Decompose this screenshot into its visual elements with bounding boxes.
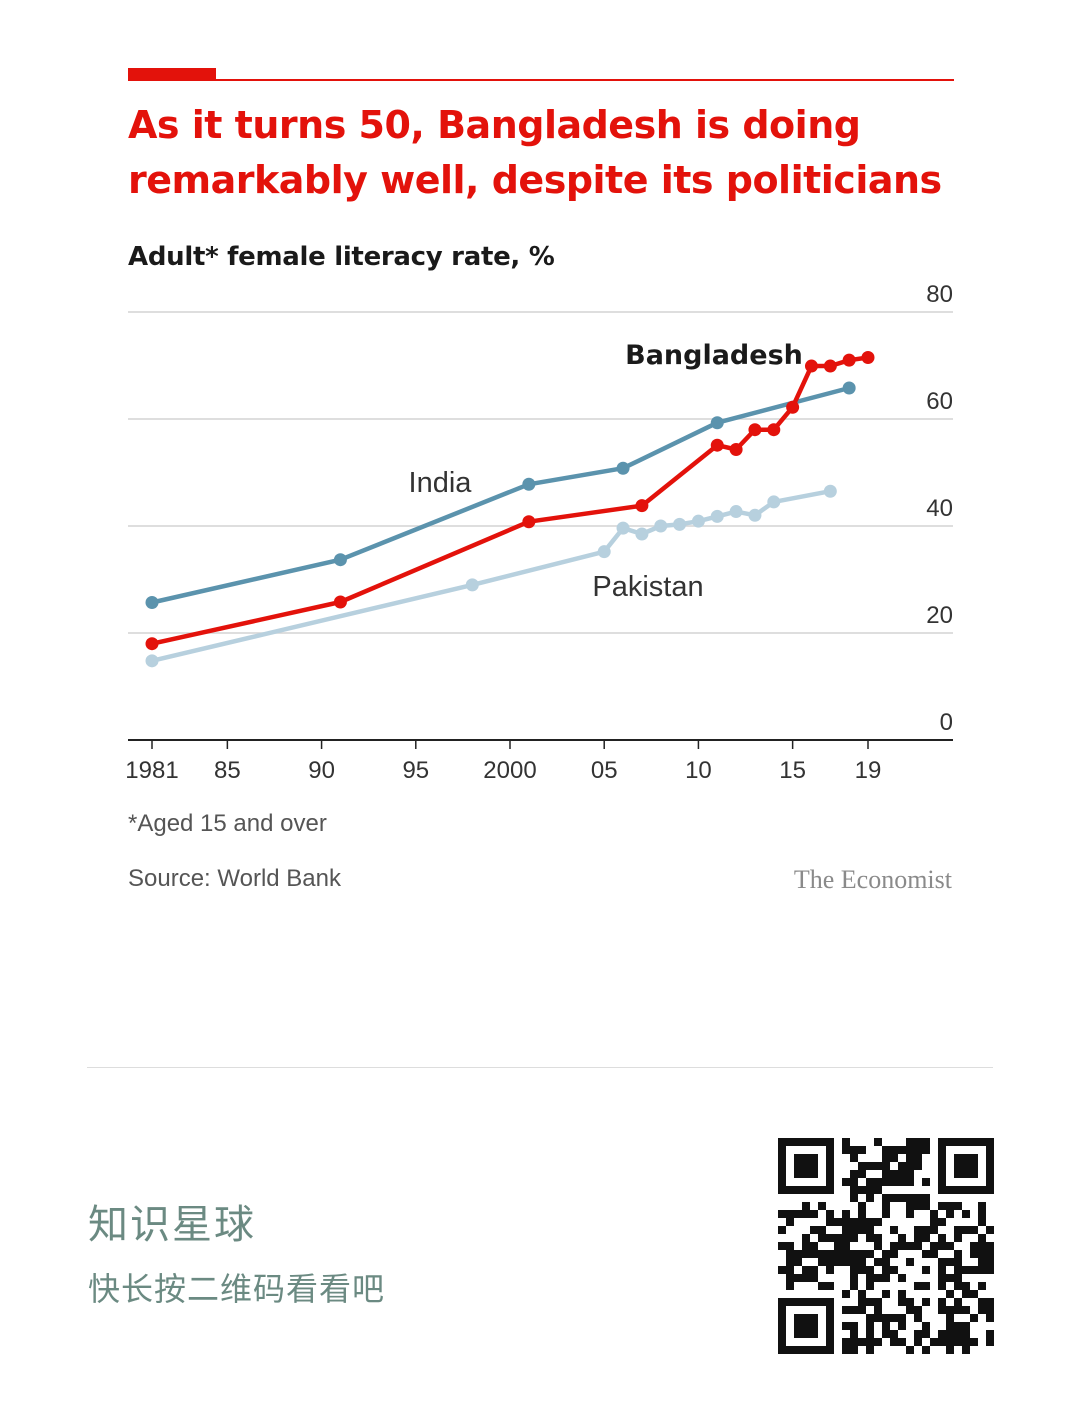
x-tick-label: 1981 (125, 757, 178, 784)
pakistan-data-point (654, 519, 668, 533)
x-tick-label: 2000 (483, 757, 536, 784)
y-tick-label: 60 (926, 388, 953, 415)
pakistan-data-point (823, 484, 837, 498)
bangladesh-data-point (333, 595, 347, 609)
y-tick-label: 80 (926, 281, 953, 308)
pakistan-data-point (729, 505, 743, 519)
india-data-point (616, 461, 630, 475)
bangladesh-data-point (786, 400, 800, 414)
bangladesh-data-point (635, 499, 649, 513)
pakistan-data-point (767, 495, 781, 509)
bangladesh-data-point (145, 637, 159, 651)
y-tick-label: 40 (926, 495, 953, 522)
x-tick-label: 05 (591, 757, 618, 784)
pakistan-data-point (465, 578, 479, 592)
pakistan-data-point (145, 654, 159, 668)
pakistan-series-label: Pakistan (592, 571, 703, 603)
publisher-logo: The Economist (793, 865, 952, 894)
series-lines (149, 355, 871, 664)
series-labels: India Pakistan Bangladesh (409, 340, 803, 603)
bangladesh-data-point (748, 423, 762, 437)
source-note: Source: World Bank (128, 865, 341, 892)
series-points (145, 350, 875, 668)
x-axis: 1981 85 90 95 2000 05 10 15 19 (125, 739, 953, 784)
pakistan-data-point (691, 514, 705, 528)
bangladesh-data-point (804, 359, 818, 373)
pakistan-data-point (710, 509, 724, 523)
pakistan-data-point (597, 545, 611, 559)
bangladesh-line (149, 355, 871, 646)
x-tick-label: 10 (685, 757, 712, 784)
bangladesh-data-point (522, 515, 536, 529)
pakistan-data-point (673, 517, 687, 531)
bangladesh-data-point (842, 353, 856, 367)
bangladesh-data-point (729, 442, 743, 456)
india-data-point (710, 416, 724, 430)
y-tick-label: 0 (940, 709, 953, 736)
india-data-point (145, 596, 159, 610)
x-tick-label: 85 (214, 757, 241, 784)
x-tick-label: 19 (855, 757, 882, 784)
y-tick-label: 20 (926, 602, 953, 629)
chart-title: As it turns 50, Bangladesh is doing remar… (128, 103, 942, 202)
x-tick-label: 95 (402, 757, 429, 784)
india-data-point (522, 477, 536, 491)
india-data-point (842, 381, 856, 395)
y-axis-ticks: 0 20 40 60 80 (926, 281, 953, 736)
section-divider (87, 1067, 993, 1068)
pakistan-line (149, 488, 833, 664)
india-series-label: India (409, 467, 473, 499)
brand-accent-bar (128, 68, 216, 80)
qr-code-icon[interactable] (778, 1138, 994, 1354)
promo-subtitle: 快长按二维码看看吧 (88, 1270, 386, 1308)
header-rule (128, 79, 954, 81)
pakistan-data-point (748, 508, 762, 522)
bangladesh-series-label: Bangladesh (625, 340, 803, 371)
bangladesh-data-point (710, 438, 724, 452)
india-line (149, 385, 852, 605)
pakistan-data-point (616, 521, 630, 535)
x-tick-label: 90 (308, 757, 335, 784)
promo-title: 知识星球 (88, 1202, 256, 1248)
x-tick-label: 15 (779, 757, 806, 784)
chart-subtitle: Adult* female literacy rate, % (128, 242, 555, 272)
india-data-point (333, 553, 347, 567)
line-chart: 0 20 40 60 80 1981 85 90 95 2000 05 10 15 19 India Pa… (125, 281, 953, 784)
bangladesh-data-point (823, 359, 837, 373)
bangladesh-data-point (861, 350, 875, 364)
pakistan-data-point (635, 527, 649, 541)
bangladesh-data-point (767, 423, 781, 437)
footnote: *Aged 15 and over (128, 810, 327, 837)
